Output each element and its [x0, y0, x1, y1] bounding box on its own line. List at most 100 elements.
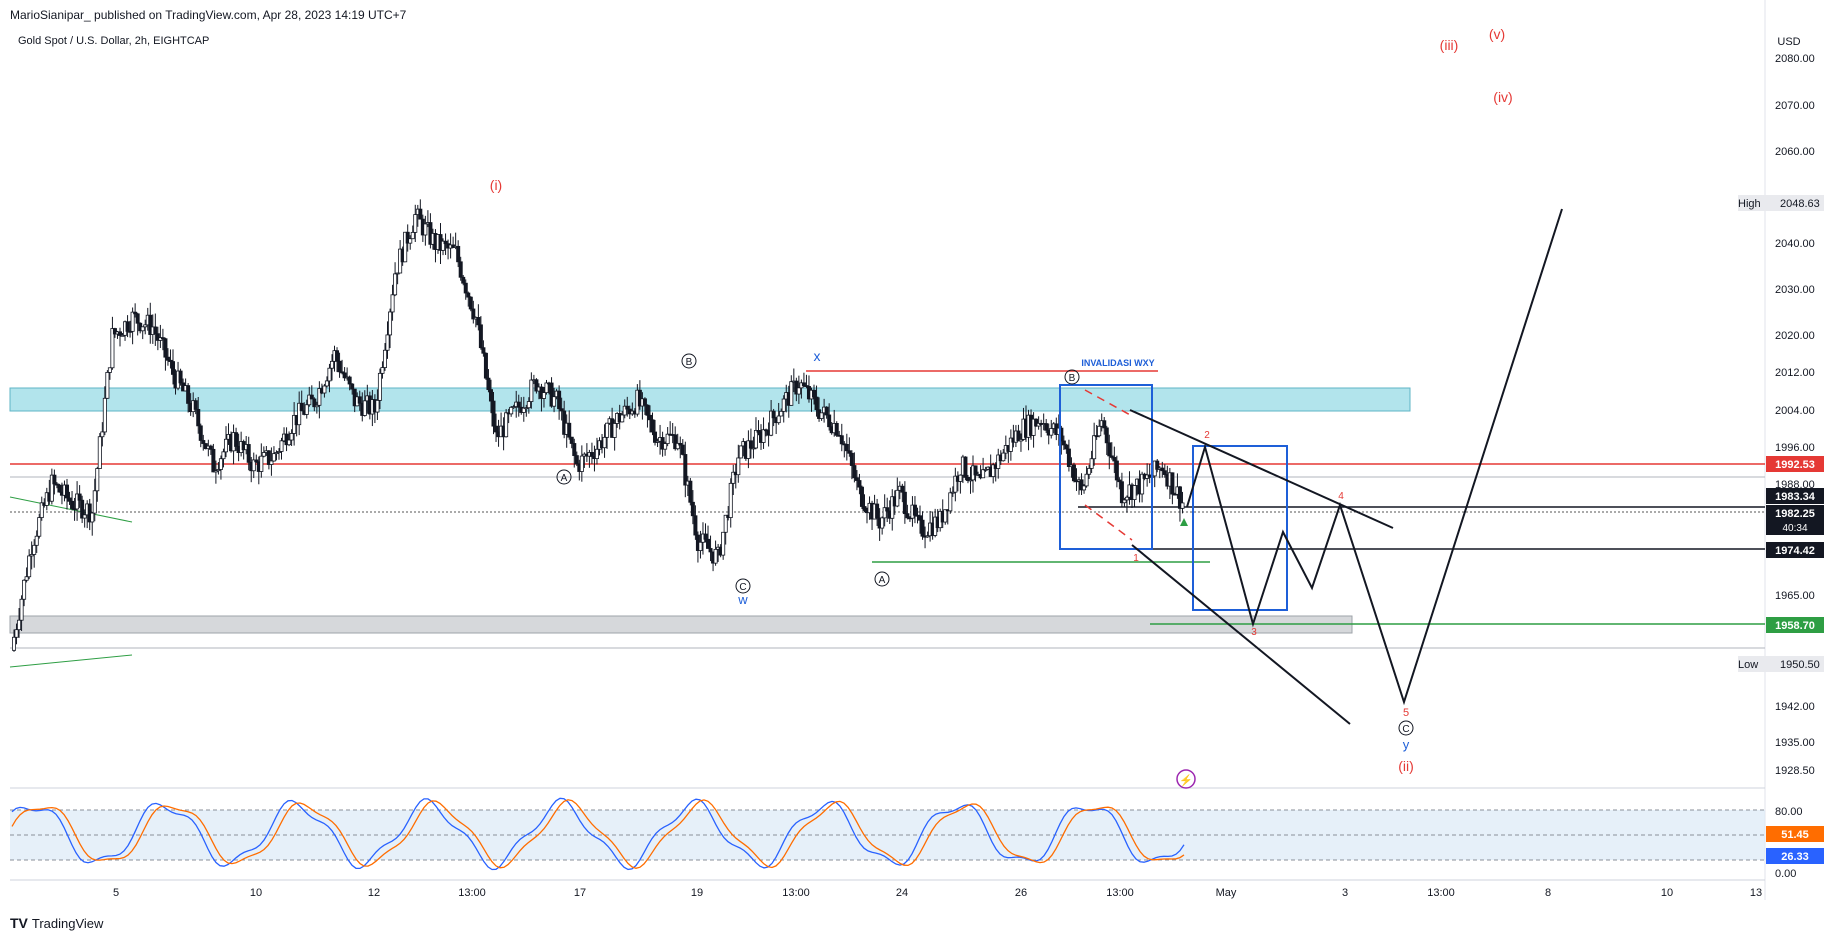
candle-body: [753, 430, 758, 449]
candle-body: [97, 436, 102, 469]
candle-body: [698, 541, 703, 551]
candle-body: [385, 334, 390, 351]
candle-body: [165, 356, 170, 361]
candle-body: [186, 385, 191, 404]
candle-body: [112, 328, 117, 335]
wave-2-box[interactable]: [1192, 445, 1288, 611]
candle-body: [839, 435, 844, 445]
candle-body: [557, 390, 562, 410]
candle-body: [973, 465, 978, 476]
stoch-k-tag: [1766, 848, 1824, 864]
candle-body: [405, 231, 410, 244]
candle-body: [1170, 472, 1175, 495]
tradingview-logo-icon: TV: [10, 915, 28, 931]
wave-label-1: 1: [1133, 553, 1139, 564]
candle-body: [925, 535, 930, 538]
price-tick-label: 2080.00: [1775, 53, 1815, 65]
candle-body: [665, 433, 670, 444]
candle-body: [963, 456, 968, 478]
dashed-upper-line[interactable]: [1084, 389, 1133, 417]
price-tag-1958-text: 1958.70: [1775, 620, 1815, 632]
price-tick-label: 1965.00: [1775, 590, 1815, 602]
low-tag-bg: [1738, 656, 1824, 672]
candle-body: [950, 491, 955, 494]
candle-body: [738, 445, 743, 459]
candle-body: [196, 408, 201, 427]
trendline-upper-left[interactable]: [9, 496, 133, 523]
candle-body: [1112, 457, 1117, 462]
time-axis[interactable]: 5 10 12 13:00 17 19 13:00 24 26 13:00 May 3 13:00 8 10…: [113, 887, 1762, 899]
candle-body: [902, 491, 907, 515]
price-tag-1983-text: 1983.34: [1775, 491, 1816, 503]
candle-body: [854, 477, 859, 481]
candle-body: [476, 317, 481, 326]
candle-body: [289, 433, 294, 441]
wave-circle-a-2: [874, 571, 890, 587]
candle-body: [471, 308, 476, 320]
candle-body: [1018, 439, 1023, 442]
candle-body: [756, 430, 761, 433]
candle-body: [135, 313, 140, 324]
wave-label-w: w: [737, 592, 748, 607]
candle-body: [1082, 485, 1087, 491]
candle-body: [67, 497, 72, 502]
candle-body: [408, 238, 413, 244]
candle-body: [642, 398, 647, 406]
candle-body: [541, 392, 546, 399]
price-tag-1992-text: 1992.53: [1775, 459, 1815, 471]
wave-circle-c-2: [1398, 720, 1414, 736]
candle-body: [468, 296, 473, 310]
candle-body: [1092, 435, 1097, 460]
candle-body: [160, 337, 165, 340]
candle-body: [1104, 427, 1109, 444]
candle-body: [650, 419, 655, 433]
candle-body: [64, 484, 69, 499]
time-tick-label: May: [1216, 887, 1237, 899]
candle-body: [862, 506, 867, 511]
candle-body: [678, 442, 683, 446]
candle-body: [271, 453, 276, 462]
stoch-d-tag: [1766, 826, 1824, 842]
candle-body: [859, 486, 864, 507]
price-tick-label: 1996.00: [1775, 442, 1815, 454]
wave-b-box[interactable]: [1059, 384, 1153, 550]
resistance-zone[interactable]: [9, 387, 1411, 412]
candle-body: [304, 404, 309, 415]
candle-body: [463, 282, 468, 294]
candle-body: [1124, 496, 1129, 501]
candle-body: [102, 397, 107, 433]
price-axis[interactable]: 2080.00 2070.00 2060.00 2040.00 2030.00 2020.…: [1775, 53, 1815, 777]
event-icon[interactable]: [1176, 769, 1196, 789]
wedge-lower-line[interactable]: [1131, 544, 1351, 725]
candle-body: [504, 412, 509, 438]
candle-body: [153, 326, 158, 335]
candle-body: [1102, 420, 1107, 429]
time-tick-label: 17: [574, 887, 586, 899]
time-tick-label: 19: [691, 887, 703, 899]
dashed-lower-line[interactable]: [1084, 504, 1133, 541]
candle-body: [75, 493, 80, 510]
wedge-upper-line[interactable]: [1129, 409, 1394, 529]
wave-label-3: 3: [1251, 627, 1257, 638]
candle-body: [574, 455, 579, 465]
candle-body: [612, 423, 617, 438]
candle-body: [27, 555, 32, 578]
candle-body: [246, 444, 251, 463]
stoch-k-value: 26.33: [1781, 851, 1809, 863]
candle-body: [875, 503, 880, 519]
trendline-lower-left[interactable]: [9, 654, 133, 668]
candle-body: [511, 406, 516, 409]
candles-group: [11, 199, 1185, 652]
candle-body: [912, 504, 917, 516]
candle-body: [567, 422, 572, 438]
candle-body: [269, 460, 274, 465]
candle-body: [589, 452, 594, 457]
candle-body: [1044, 423, 1049, 431]
footer-brand: TradingView: [31, 915, 104, 931]
elliott-projection-path[interactable]: [1186, 208, 1563, 706]
candle-body: [958, 474, 963, 482]
wave-label-ii: (ii): [1398, 758, 1414, 774]
price-tick-label: 2070.00: [1775, 100, 1815, 112]
candle-body: [193, 400, 198, 410]
